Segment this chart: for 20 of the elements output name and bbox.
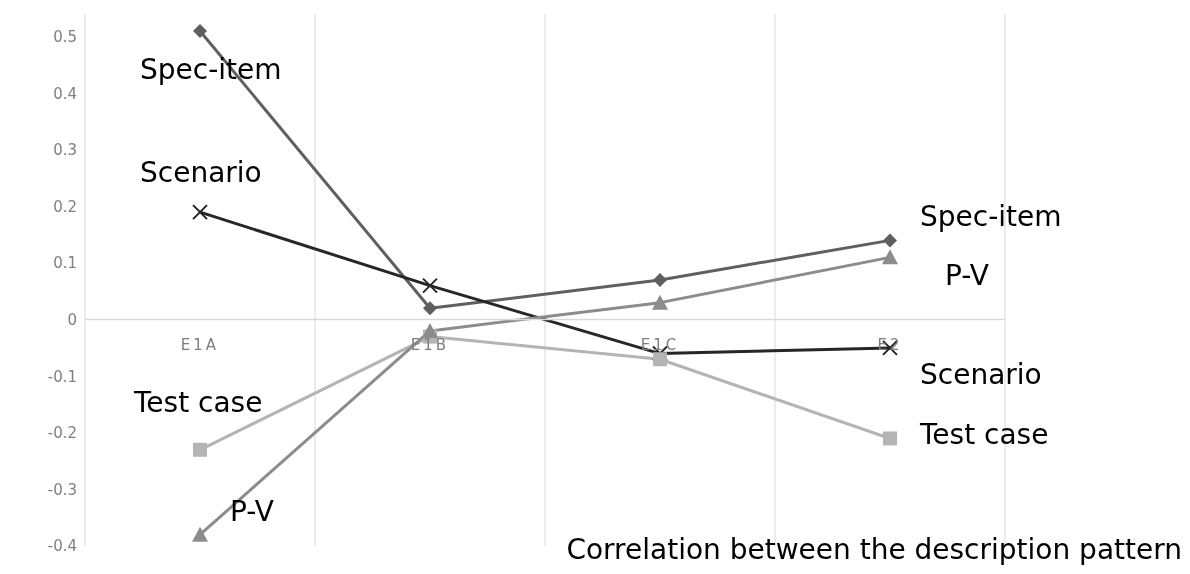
series-label: Scenario [920,357,1042,391]
text: Test case [920,418,1049,452]
x-tick-label: E1C [640,335,680,354]
y-tick-label: 0 [67,310,77,329]
x-tick-label: E1A [180,335,220,354]
y-tick-label: 0.5 [53,27,77,46]
y-tick-label: -0.1 [47,367,77,386]
series-label: Test case [133,385,263,419]
y-tick-label: 0.3 [53,141,77,160]
annotation: Correlation between the description pattern [566,533,1182,566]
y-tick-label: -0.2 [47,424,77,443]
text: Spec-item [920,200,1062,234]
y-tick-label: 0.4 [53,84,77,103]
y-tick-label: 0.2 [53,197,77,216]
y-tick-label: -0.3 [47,480,77,499]
y-tick-label: -0.4 [47,537,77,556]
text: P-V [945,259,989,293]
y-tick-label: 0.1 [53,254,77,273]
series-label: P-V [230,494,274,528]
text: Scenario [140,156,262,190]
